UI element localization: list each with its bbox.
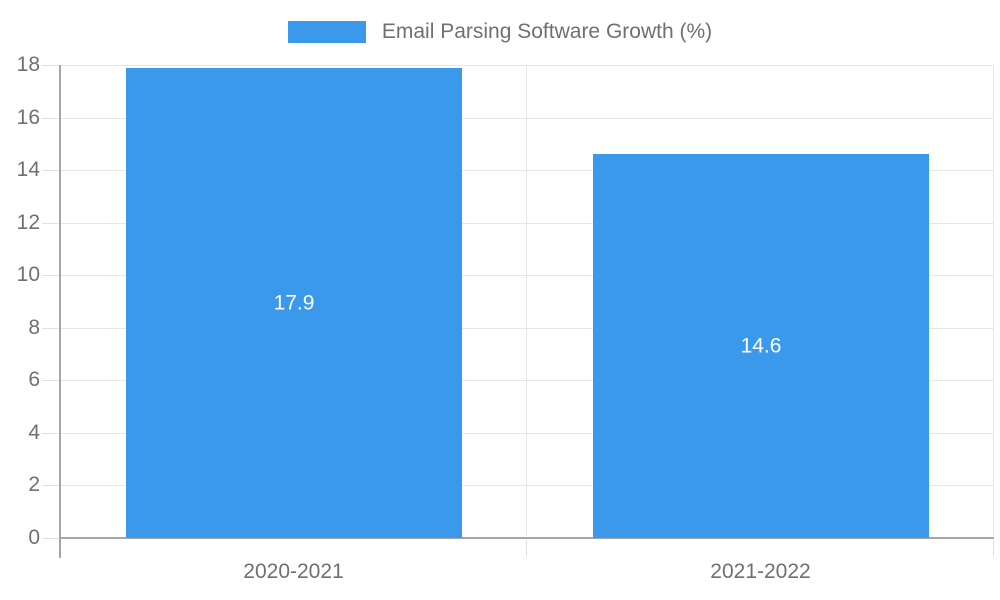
y-axis-tick (42, 380, 60, 381)
x-gridline (993, 65, 994, 536)
legend-color-swatch (287, 21, 366, 43)
y-gridline (60, 170, 994, 171)
legend-label: Email Parsing Software Growth (%) (381, 20, 713, 43)
x-axis-category-label: 2020-2021 (243, 560, 344, 583)
bar-value-label: 17.9 (273, 291, 315, 315)
chart-legend[interactable]: Email Parsing Software Growth (%) (0, 20, 1000, 44)
y-axis-line (59, 65, 61, 558)
y-axis-tick-label: 12 (16, 211, 40, 235)
y-axis-tick (42, 223, 60, 224)
y-gridline (60, 485, 994, 486)
y-axis-tick-label: 2 (28, 473, 40, 497)
bar-value-label: 14.6 (740, 334, 782, 358)
y-axis-tick-label: 14 (16, 158, 40, 182)
y-axis-tick-label: 18 (16, 53, 40, 77)
x-axis-tick (526, 540, 527, 557)
y-gridline (60, 380, 994, 381)
y-gridline (60, 65, 994, 66)
y-axis-tick (42, 538, 60, 539)
y-axis-tick (42, 328, 60, 329)
y-axis-tick-label: 10 (16, 263, 40, 287)
y-gridline (60, 328, 994, 329)
y-axis-tick-label: 4 (28, 421, 40, 445)
y-axis-tick (42, 170, 60, 171)
y-gridline (60, 223, 994, 224)
y-axis-tick (42, 485, 60, 486)
y-axis-tick (42, 275, 60, 276)
bar-2020-2021[interactable] (126, 68, 462, 538)
x-gridline (526, 65, 527, 536)
y-axis-tick-label: 0 (28, 526, 40, 550)
y-axis-tick-label: 6 (28, 368, 40, 392)
y-axis-tick (42, 118, 60, 119)
y-axis-tick (42, 65, 60, 66)
y-axis-tick-label: 16 (16, 106, 40, 130)
x-axis-tick (993, 540, 994, 557)
bar-2021-2022[interactable] (593, 154, 929, 538)
y-axis-tick (42, 433, 60, 434)
y-gridline (60, 433, 994, 434)
y-axis-tick-label: 8 (28, 316, 40, 340)
x-axis-line (59, 537, 994, 539)
y-gridline (60, 275, 994, 276)
y-gridline (60, 118, 994, 119)
x-axis-category-label: 2021-2022 (710, 560, 811, 583)
